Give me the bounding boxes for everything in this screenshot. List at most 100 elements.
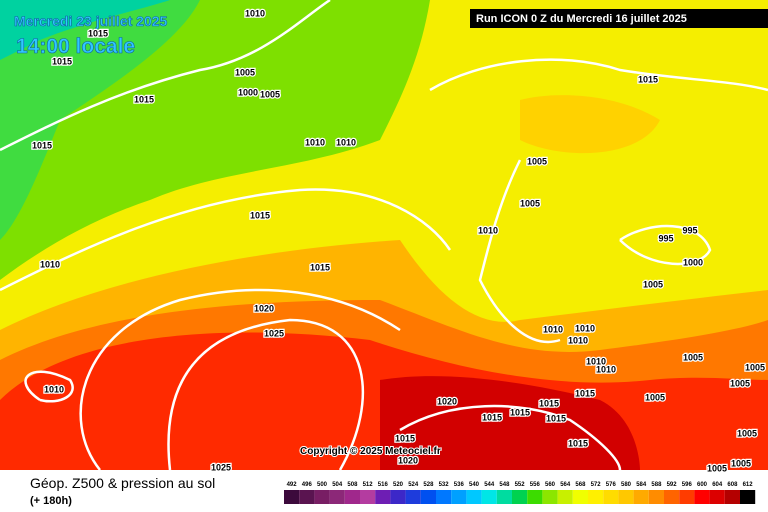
scale-label: 612: [743, 482, 754, 488]
scale-label: 524: [408, 482, 419, 488]
scale-label: 548: [499, 482, 510, 488]
scale-label: 576: [606, 482, 617, 488]
scale-swatch: [329, 490, 345, 504]
scale-label: 492: [287, 482, 298, 488]
isobar-label: 1010: [575, 323, 595, 333]
scale-label: 580: [621, 482, 632, 488]
scale-label: 508: [347, 482, 358, 488]
scale-swatch: [740, 490, 756, 504]
isobar-label: 1015: [52, 56, 72, 66]
isobar-label: 995: [658, 233, 673, 243]
isobar-label: 1010: [586, 356, 606, 366]
scale-label: 504: [332, 482, 343, 488]
isobar-label: 1005: [683, 352, 703, 362]
scale-swatch: [420, 490, 436, 504]
isobar-label: 1010: [40, 259, 60, 269]
isobar-label: 1010: [44, 384, 64, 394]
isobar-label: 1015: [510, 407, 530, 417]
scale-swatch: [572, 490, 588, 504]
scale-label: 568: [575, 482, 586, 488]
isobar-label: 1020: [437, 396, 457, 406]
scale-label: 556: [530, 482, 541, 488]
isobar-label: 1005: [645, 392, 665, 402]
isobar-label: 1015: [32, 140, 52, 150]
scale-swatch: [694, 490, 710, 504]
scale-swatch: [405, 490, 421, 504]
isobar-label: 1010: [596, 364, 616, 374]
scale-label: 596: [682, 482, 693, 488]
scale-label: 552: [515, 482, 526, 488]
footer-lead: (+ 180h): [30, 495, 72, 507]
scale-swatch: [344, 490, 360, 504]
scale-label: 572: [591, 482, 602, 488]
scale-label: 540: [469, 482, 480, 488]
isobar-label: 1005: [737, 428, 757, 438]
zone-dark-red: [380, 376, 640, 470]
scale-swatch: [284, 490, 300, 504]
copyright: Copyright © 2025 Meteociel.fr: [300, 446, 441, 457]
isobar-label: 1015: [310, 262, 330, 272]
isobar-label: 1000: [238, 87, 258, 97]
isobar-label: 1005: [745, 362, 765, 372]
scale-swatch: [664, 490, 680, 504]
isobar-label: 1025: [211, 462, 231, 472]
isobar-label: 1005: [520, 198, 540, 208]
scale-label: 544: [484, 482, 495, 488]
isobar-label: 1025: [264, 328, 284, 338]
scale-label: 608: [727, 482, 738, 488]
scale-label: 600: [697, 482, 708, 488]
isobars: [0, 0, 768, 471]
isobar-label: 1015: [568, 438, 588, 448]
scale-swatch: [618, 490, 634, 504]
scale-label: 500: [317, 482, 328, 488]
zone-scandinavia: [520, 95, 660, 154]
scale-swatch: [603, 490, 619, 504]
isobar-label: 1020: [398, 455, 418, 465]
isobar-label: 1015: [395, 433, 415, 443]
isobar-label: 1020: [254, 303, 274, 313]
isobar-label: 1010: [568, 335, 588, 345]
scale-swatch: [648, 490, 664, 504]
isobar-label: 1015: [250, 210, 270, 220]
scale-swatch: [299, 490, 315, 504]
isobar-label: 1000: [683, 257, 703, 267]
isobar-label: 1005: [260, 89, 280, 99]
scale-label: 584: [636, 482, 647, 488]
scale-label: 592: [667, 482, 678, 488]
scale-swatch: [314, 490, 330, 504]
isobar-label: 1010: [543, 324, 563, 334]
isobar-label: 1010: [245, 8, 265, 18]
isobar-label: 1005: [731, 458, 751, 468]
scale-label: 528: [423, 482, 434, 488]
scale-label: 532: [439, 482, 450, 488]
isobar-label: 1015: [88, 28, 108, 38]
scale-swatch: [496, 490, 512, 504]
scale-swatch: [360, 490, 376, 504]
isobar-label: 1005: [707, 463, 727, 473]
scale-swatch: [724, 490, 740, 504]
isobar-label: 1015: [638, 74, 658, 84]
isobar-label: 1015: [575, 388, 595, 398]
run-info: Run ICON 0 Z du Mercredi 16 juillet 2025: [476, 13, 687, 25]
scale-swatch: [542, 490, 558, 504]
scale-label: 512: [363, 482, 374, 488]
isobar-label: 1005: [235, 67, 255, 77]
isobar-label: 1015: [539, 398, 559, 408]
scale-label: 536: [454, 482, 465, 488]
zone-teal: [0, 0, 170, 60]
isobar-label: 1005: [527, 156, 547, 166]
scale-swatch: [709, 490, 725, 504]
scale-label: 564: [560, 482, 571, 488]
scale-label: 520: [393, 482, 404, 488]
footer-title: Géop. Z500 & pression au sol: [30, 475, 215, 491]
scale-swatch: [633, 490, 649, 504]
isobar-label: 1015: [134, 94, 154, 104]
scale-swatch: [451, 490, 467, 504]
isobar-label: 1005: [730, 378, 750, 388]
isobar-label: 1015: [546, 413, 566, 423]
scale-swatch: [512, 490, 528, 504]
scale-swatch: [436, 490, 452, 504]
scale-swatch: [557, 490, 573, 504]
scale-swatch: [481, 490, 497, 504]
